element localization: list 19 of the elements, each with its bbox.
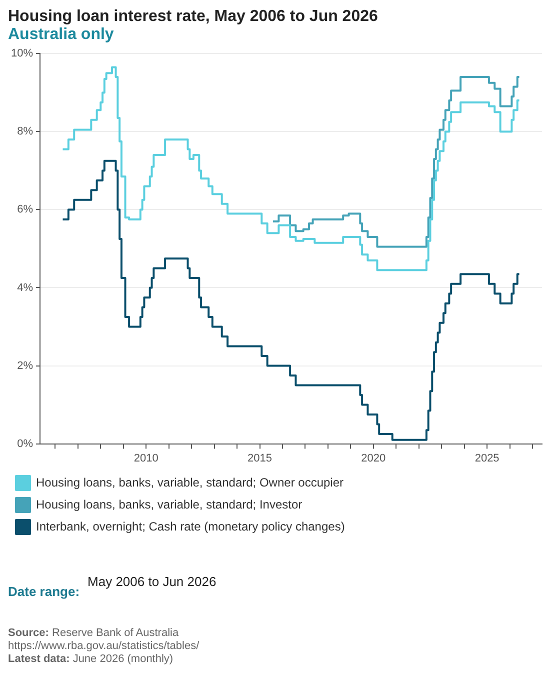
y-tick-label: 6% [17,204,34,216]
source-note: Source: Reserve Bank of Australia [8,627,179,639]
text: Latest data: June 2026 (monthly) [8,653,174,665]
x-tick-label: 2020 [361,452,386,464]
text: https://www.rba.gov.au/statistics/tables/ [8,640,200,652]
x-tick-label: 2010 [134,452,158,464]
text: Date range: May 2006 to Jun 2026 [8,574,216,599]
x-tick-label: 2015 [248,452,272,464]
x-tick-label: 2025 [474,452,500,464]
y-tick-label: 8% [17,126,34,138]
legend-label: Housing loans, banks, variable, standard; Investor [36,497,302,512]
y-tick-label: 0% [17,438,34,450]
y-tick-label: 2% [17,360,34,372]
legend-label: Interbank, overnight; Cash rate (monetary policy changes) [36,519,345,534]
y-tick-label: 10% [10,48,34,60]
legend-label: Housing loans, banks, variable, standard; Owner occupier [36,475,344,490]
chart-subtitle: Australia only [8,26,115,44]
chart-title: Housing loan interest rate, May 2006 to Jun 2026 [8,8,379,26]
y-tick-label: 4% [17,282,34,294]
